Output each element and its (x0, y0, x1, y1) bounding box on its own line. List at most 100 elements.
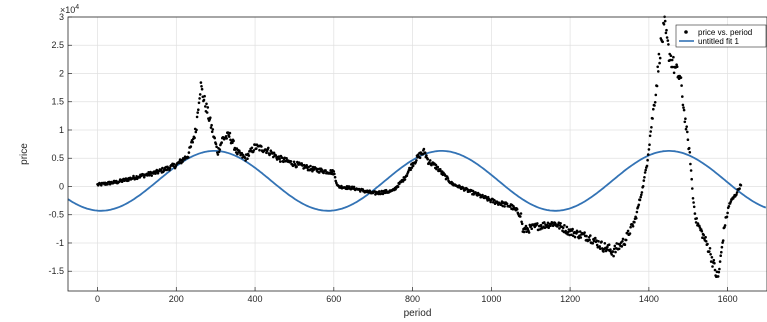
data-point (546, 221, 550, 225)
data-point (689, 169, 693, 172)
data-point (684, 117, 687, 120)
data-point (491, 201, 495, 204)
data-point (726, 211, 729, 215)
data-point (425, 154, 428, 157)
data-point (648, 134, 652, 138)
data-point (695, 217, 698, 220)
data-point (637, 203, 641, 207)
data-point (691, 187, 694, 190)
data-point (236, 152, 239, 156)
data-point (614, 250, 617, 254)
data-point (684, 127, 688, 131)
data-point (559, 222, 562, 225)
data-point (646, 153, 650, 156)
data-point (161, 166, 164, 170)
data-point (254, 147, 258, 150)
data-point (655, 84, 659, 88)
data-point (644, 168, 647, 172)
data-point (594, 236, 597, 240)
data-point (530, 227, 533, 230)
data-point (329, 169, 333, 172)
data-point (503, 205, 506, 208)
data-point (324, 169, 327, 172)
data-point (307, 165, 310, 169)
data-point (156, 172, 160, 175)
data-point (200, 87, 204, 91)
data-point (228, 131, 232, 135)
data-point (626, 229, 630, 233)
data-point (621, 237, 625, 241)
data-point (181, 160, 184, 163)
data-point (217, 150, 221, 154)
data-point (305, 164, 309, 167)
data-point (216, 153, 220, 156)
data-point (439, 168, 442, 171)
data-point (656, 65, 659, 69)
data-point (704, 235, 707, 239)
data-point (665, 36, 669, 39)
data-point (106, 183, 109, 186)
data-point (274, 154, 278, 157)
data-point (628, 232, 632, 235)
data-point (198, 97, 201, 100)
data-point (520, 220, 523, 224)
data-point (651, 117, 654, 120)
data-point (320, 168, 324, 172)
data-point (195, 115, 199, 119)
data-point (247, 154, 251, 157)
data-point (209, 116, 212, 119)
data-point (203, 94, 206, 98)
data-point (561, 226, 565, 230)
data-point (686, 130, 689, 134)
data-point (713, 268, 717, 272)
data-point (214, 142, 218, 146)
data-point (244, 159, 247, 162)
data-point (415, 159, 418, 162)
data-point (638, 198, 642, 202)
x-tick-label: 1000 (481, 294, 501, 304)
data-point (693, 212, 697, 215)
data-point (671, 65, 675, 69)
data-point (672, 55, 675, 59)
y-tick-label: 0.5 (51, 153, 64, 163)
y-tick-label: 0 (59, 181, 64, 191)
data-point (515, 208, 519, 211)
data-point (275, 158, 279, 161)
data-point (493, 199, 496, 202)
legend: price vs. period untitled fit 1 (675, 24, 767, 48)
data-point (595, 243, 599, 247)
data-point (187, 151, 191, 154)
legend-label-points: price vs. period (698, 28, 752, 37)
data-point (640, 191, 644, 194)
data-point (640, 193, 643, 197)
data-point (663, 19, 667, 23)
data-point (352, 185, 356, 189)
y-tick-label: 2 (59, 68, 64, 78)
data-point (322, 171, 326, 175)
data-point (394, 188, 397, 191)
data-point (250, 146, 254, 150)
data-point (623, 243, 627, 246)
data-point (719, 254, 722, 257)
data-point (672, 71, 676, 75)
data-point (670, 58, 674, 62)
data-point (200, 85, 203, 88)
data-point (720, 250, 723, 254)
data-point (508, 205, 512, 208)
x-tick-label: 1200 (560, 294, 580, 304)
data-point (573, 235, 577, 239)
data-point (172, 162, 176, 166)
data-point (585, 234, 588, 238)
data-point (700, 229, 704, 233)
data-point (155, 168, 159, 172)
data-point (260, 145, 263, 148)
data-point (568, 233, 571, 237)
data-point (711, 265, 714, 268)
data-point (609, 248, 612, 251)
data-point (635, 210, 639, 214)
data-point (635, 217, 638, 220)
data-point (191, 140, 194, 144)
data-point (198, 93, 202, 96)
data-point (189, 145, 193, 148)
data-point (579, 236, 583, 239)
